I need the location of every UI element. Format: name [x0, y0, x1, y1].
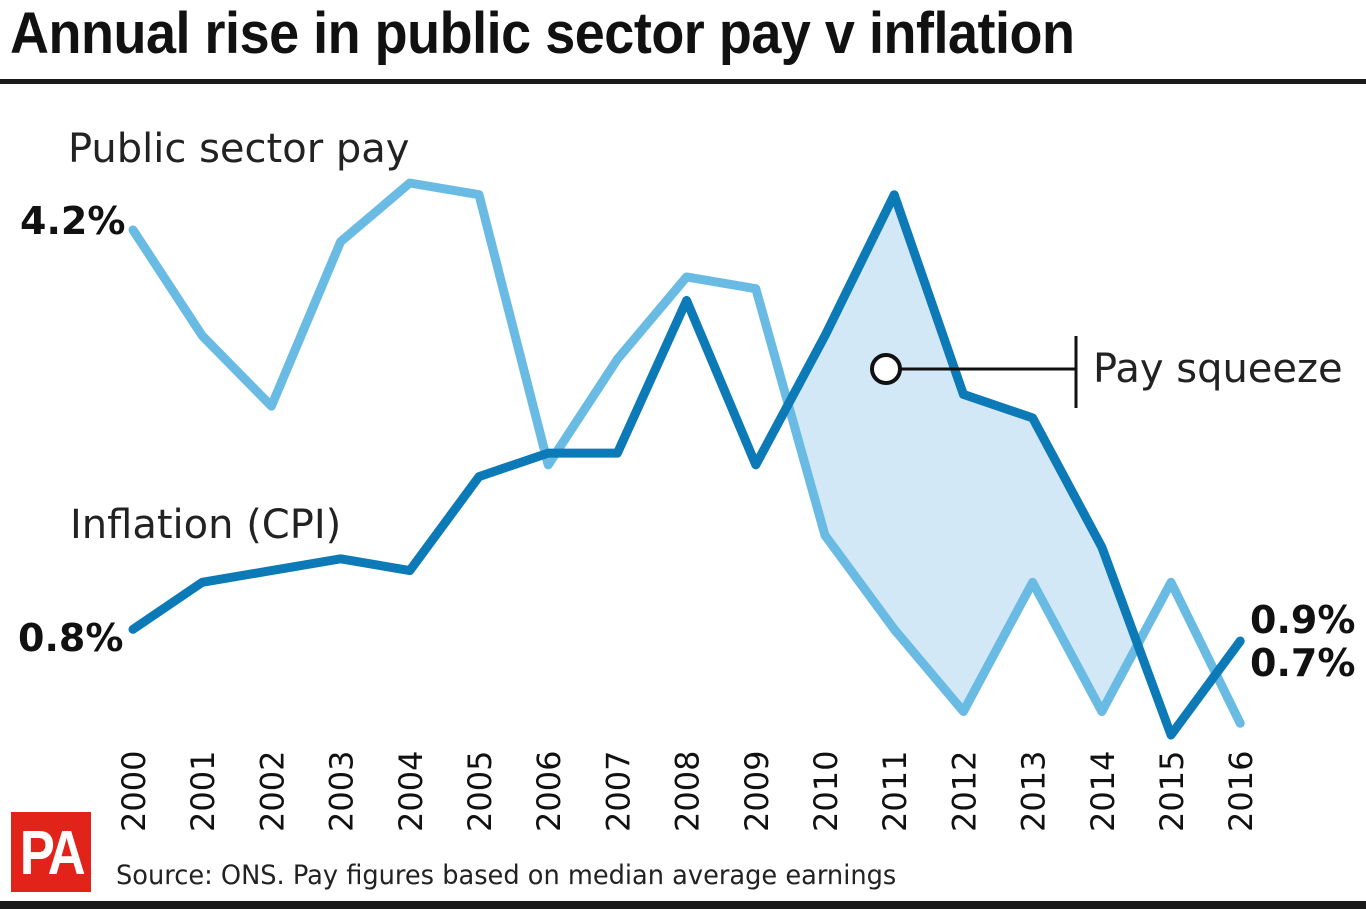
- inflation-start-value-label: 0.8%: [18, 616, 123, 660]
- x-tick-2012: 2012: [945, 751, 983, 832]
- x-tick-2011: 2011: [876, 751, 914, 832]
- x-tick-2002: 2002: [253, 751, 291, 832]
- x-tick-2005: 2005: [461, 751, 499, 832]
- pay-squeeze-area: [788, 194, 1138, 712]
- pay-start-value-label: 4.2%: [20, 199, 125, 243]
- inflation-end-value-label: 0.7%: [1250, 641, 1355, 685]
- pay-squeeze-annotation: Pay squeeze: [870, 336, 1343, 408]
- logo-text: PA: [19, 819, 86, 888]
- x-tick-2001: 2001: [184, 751, 222, 832]
- x-tick-2015: 2015: [1153, 751, 1191, 832]
- x-tick-2014: 2014: [1084, 751, 1122, 832]
- annotation-marker: [870, 353, 902, 385]
- chart-title: Annual rise in public sector pay v infla…: [10, 1, 1075, 66]
- public-sector-pay-line: [128, 178, 1245, 728]
- x-tick-2003: 2003: [323, 751, 361, 832]
- x-axis-tick-labels: 2000 2001 2002 2003 2004 2005 2006 2007 2008 2009…: [115, 751, 1260, 832]
- x-tick-2009: 2009: [738, 751, 776, 832]
- x-tick-2004: 2004: [392, 751, 430, 832]
- x-tick-2016: 2016: [1222, 751, 1260, 832]
- bottom-rule: [0, 901, 1366, 909]
- pa-logo: PA: [11, 812, 91, 892]
- x-tick-2008: 2008: [669, 751, 707, 832]
- top-rule: [0, 79, 1366, 84]
- x-tick-2007: 2007: [599, 751, 637, 832]
- pay-end-value-label: 0.9%: [1250, 598, 1355, 642]
- series-label-inflation: Inflation (CPI): [70, 502, 341, 548]
- x-tick-2006: 2006: [530, 751, 568, 832]
- inflation-line: [128, 190, 1245, 740]
- source-note: Source: ONS. Pay figures based on median…: [116, 860, 897, 891]
- x-tick-2013: 2013: [1015, 751, 1053, 832]
- x-tick-2000: 2000: [115, 751, 153, 832]
- x-tick-2010: 2010: [807, 751, 845, 832]
- annotation-label: Pay squeeze: [1093, 346, 1343, 392]
- series-label-public-sector-pay: Public sector pay: [68, 126, 409, 172]
